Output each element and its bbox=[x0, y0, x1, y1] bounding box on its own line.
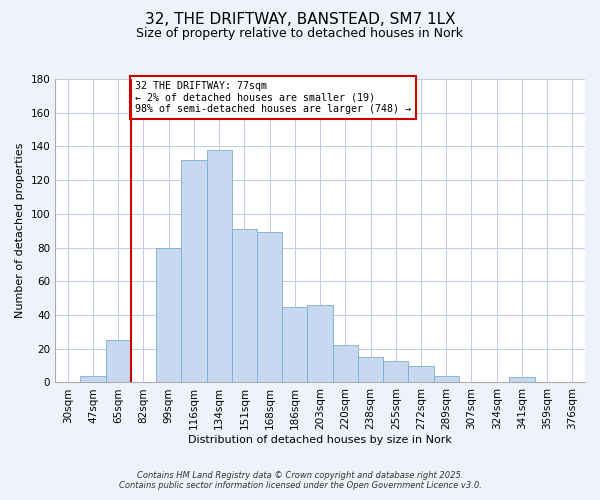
Bar bbox=[307, 305, 332, 382]
Bar bbox=[409, 366, 434, 382]
Text: 32 THE DRIFTWAY: 77sqm
← 2% of detached houses are smaller (19)
98% of semi-deta: 32 THE DRIFTWAY: 77sqm ← 2% of detached … bbox=[134, 80, 410, 114]
Text: Contains HM Land Registry data © Crown copyright and database right 2025.
Contai: Contains HM Land Registry data © Crown c… bbox=[119, 470, 481, 490]
Bar bbox=[383, 360, 409, 382]
Bar bbox=[156, 248, 181, 382]
Bar bbox=[332, 346, 358, 383]
Y-axis label: Number of detached properties: Number of detached properties bbox=[15, 143, 25, 318]
Bar bbox=[358, 357, 383, 382]
Bar bbox=[181, 160, 206, 382]
Bar bbox=[106, 340, 131, 382]
X-axis label: Distribution of detached houses by size in Nork: Distribution of detached houses by size … bbox=[188, 435, 452, 445]
Text: 32, THE DRIFTWAY, BANSTEAD, SM7 1LX: 32, THE DRIFTWAY, BANSTEAD, SM7 1LX bbox=[145, 12, 455, 28]
Text: Size of property relative to detached houses in Nork: Size of property relative to detached ho… bbox=[137, 28, 464, 40]
Bar bbox=[434, 376, 459, 382]
Bar bbox=[80, 376, 106, 382]
Bar bbox=[206, 150, 232, 382]
Bar bbox=[232, 229, 257, 382]
Bar bbox=[282, 306, 307, 382]
Bar bbox=[257, 232, 282, 382]
Bar bbox=[509, 378, 535, 382]
